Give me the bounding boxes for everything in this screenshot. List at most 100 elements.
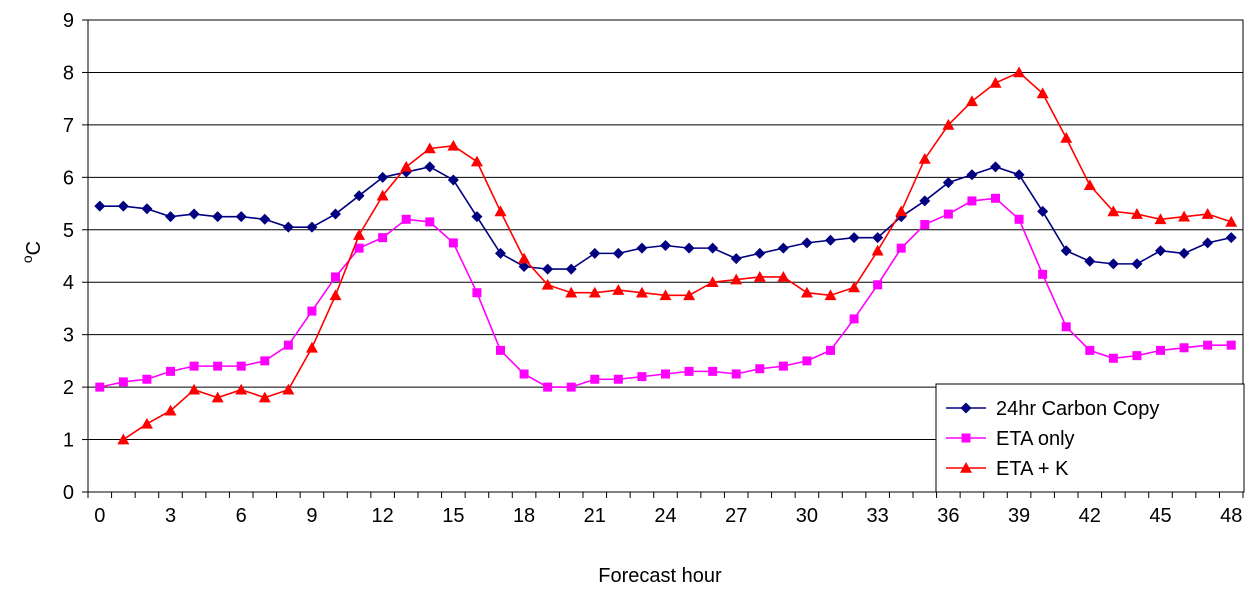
legend-label: ETA + K (996, 458, 1069, 480)
data-point (1131, 258, 1143, 270)
data-point (543, 382, 553, 392)
data-point (920, 220, 930, 230)
data-point (213, 361, 223, 371)
data-point (1155, 245, 1166, 257)
y-axis-title-sup: o (19, 255, 35, 263)
data-point (565, 263, 577, 275)
data-point (236, 361, 246, 371)
data-point (423, 142, 436, 154)
series-line (99, 165, 1232, 270)
data-point (353, 190, 365, 202)
data-point (1154, 213, 1167, 225)
data-point (965, 95, 978, 107)
data-point (1203, 340, 1213, 350)
data-point (612, 284, 625, 295)
data-point (589, 247, 601, 259)
data-point (659, 289, 672, 301)
data-point (472, 288, 482, 298)
data-point (1225, 232, 1237, 244)
data-point (565, 286, 578, 298)
legend-item-2: ETA + K (946, 458, 1069, 480)
data-point (1060, 245, 1072, 257)
x-tick-label: 6 (236, 505, 247, 527)
data-point (1107, 258, 1119, 270)
data-point (612, 247, 624, 259)
legend-marker (960, 402, 972, 414)
data-point (872, 232, 884, 244)
data-point (494, 205, 507, 217)
x-tick-label: 33 (867, 505, 889, 527)
data-point (117, 200, 129, 212)
data-point (826, 345, 835, 355)
data-point (943, 209, 953, 219)
x-tick-label: 21 (584, 505, 606, 527)
legend-label: 24hr Carbon Copy (996, 398, 1159, 420)
data-point (730, 253, 742, 265)
data-point (991, 193, 1000, 203)
y-tick-label: 9 (63, 10, 74, 32)
data-point (95, 382, 105, 392)
data-point (1037, 205, 1049, 217)
series-0 (94, 161, 1237, 275)
y-axis-title: oC (19, 241, 45, 263)
data-point (164, 404, 177, 416)
data-point (777, 270, 790, 282)
plot-border (87, 19, 1244, 493)
data-point (1179, 343, 1189, 353)
x-tick-label: 15 (442, 505, 464, 527)
data-point (1178, 247, 1190, 259)
data-point (1013, 66, 1026, 78)
data-point (824, 289, 837, 301)
data-point (1130, 208, 1143, 219)
data-point (1038, 269, 1048, 279)
x-tick-label: 24 (654, 505, 676, 527)
data-point (401, 214, 411, 224)
data-point (1108, 353, 1118, 363)
series-2 (117, 66, 1238, 445)
data-point (1226, 340, 1236, 350)
series-layer (94, 66, 1238, 445)
data-point (1107, 205, 1120, 217)
data-point (1225, 215, 1238, 227)
x-tick-label: 39 (1008, 505, 1030, 527)
data-point (635, 286, 648, 298)
data-point (683, 242, 695, 254)
data-point (1178, 210, 1191, 222)
data-point (590, 374, 600, 384)
data-point (1083, 179, 1096, 190)
data-point (353, 229, 366, 240)
y-tick-label: 4 (63, 272, 74, 294)
data-point (307, 306, 317, 316)
series-1 (95, 193, 1236, 392)
data-point (1156, 345, 1165, 355)
data-point (919, 195, 931, 207)
data-point (258, 391, 271, 403)
data-point (400, 160, 413, 172)
data-point (118, 377, 128, 387)
data-point (117, 433, 130, 445)
y-axis-title-base: C (23, 241, 45, 255)
x-tick-label: 45 (1149, 505, 1171, 527)
data-point (283, 340, 293, 350)
data-point (447, 174, 459, 186)
legend-marker (961, 433, 971, 443)
data-point (637, 372, 647, 382)
data-point (731, 369, 741, 379)
y-tick-label: 0 (63, 482, 74, 504)
legend-item-0: 24hr Carbon Copy (946, 398, 1159, 420)
x-tick-label: 3 (165, 505, 176, 527)
data-point (1202, 237, 1214, 249)
data-point (519, 369, 529, 379)
legend-item-1: ETA only (946, 428, 1075, 450)
series-line (122, 71, 1232, 441)
x-tick-label: 36 (937, 505, 959, 527)
data-point (918, 152, 931, 164)
data-point (496, 345, 505, 355)
data-point (588, 286, 601, 298)
data-point (306, 221, 318, 233)
data-point (518, 260, 530, 272)
data-point (235, 211, 247, 223)
data-point (566, 382, 576, 392)
data-point (94, 200, 106, 212)
